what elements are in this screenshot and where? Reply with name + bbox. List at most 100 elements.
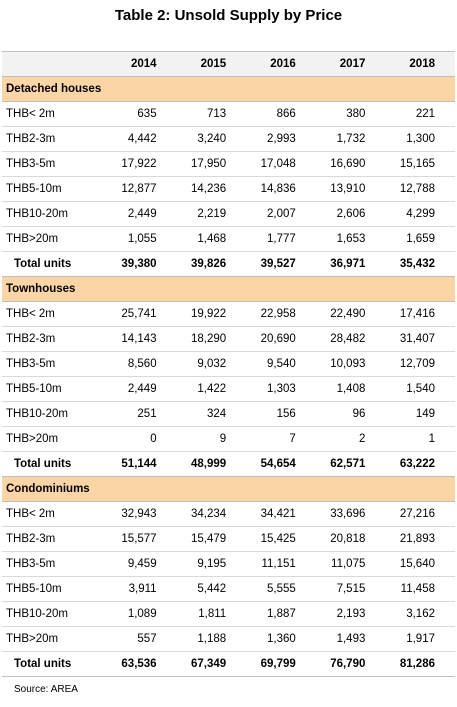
row-label: THB< 2m — [2, 101, 107, 127]
data-row: THB5-10m 2,449 1,422 1,303 1,408 1,540 — [2, 376, 455, 402]
data-row: THB2-3m 15,577 15,479 15,425 20,818 21,893 — [2, 526, 455, 552]
total-cell: 81,286 — [385, 651, 455, 677]
total-cell: 48,999 — [176, 451, 247, 477]
cell: 27,216 — [385, 501, 455, 527]
cell: 713 — [176, 101, 247, 127]
cell: 22,490 — [315, 301, 386, 327]
row-label: THB2-3m — [2, 326, 107, 352]
section-header: Condominiums — [2, 476, 455, 502]
total-label: Total units — [2, 251, 107, 277]
row-label: THB10-20m — [2, 201, 107, 227]
column-header: 2018 — [385, 51, 455, 77]
total-cell: 54,654 — [246, 451, 316, 477]
cell: 11,458 — [385, 576, 455, 602]
cell: 20,818 — [315, 526, 386, 552]
cell: 25,741 — [107, 301, 177, 327]
cell: 1 — [385, 426, 455, 452]
cell: 17,950 — [176, 151, 247, 177]
row-label: THB< 2m — [2, 501, 107, 527]
data-table: 2014 2015 2016 2017 2018 Detached houses THB< … — [2, 51, 455, 677]
row-label: THB3-5m — [2, 351, 107, 377]
data-row: THB>20m 0 9 7 2 1 — [2, 426, 455, 452]
cell: 14,143 — [107, 326, 177, 352]
cell: 12,788 — [385, 176, 455, 202]
cell: 2,606 — [315, 201, 386, 227]
cell: 1,540 — [385, 376, 455, 402]
column-header: 2017 — [315, 51, 386, 77]
cell: 2,449 — [107, 201, 177, 227]
cell: 34,234 — [176, 501, 247, 527]
cell: 34,421 — [246, 501, 316, 527]
header-cell — [2, 51, 107, 77]
total-cell: 69,799 — [246, 651, 316, 677]
total-label: Total units — [2, 451, 107, 477]
section-header: Detached houses — [2, 76, 455, 102]
cell: 380 — [315, 101, 386, 127]
row-label: THB2-3m — [2, 526, 107, 552]
cell: 1,055 — [107, 226, 177, 252]
column-header: 2014 — [107, 51, 177, 77]
cell: 15,165 — [385, 151, 455, 177]
cell: 20,690 — [246, 326, 316, 352]
section-row: Detached houses — [2, 76, 455, 102]
cell: 1,188 — [176, 626, 247, 652]
cell: 3,911 — [107, 576, 177, 602]
cell: 5,555 — [246, 576, 316, 602]
data-row: THB10-20m 1,089 1,811 1,887 2,193 3,162 — [2, 601, 455, 627]
data-row: THB3-5m 8,560 9,032 9,540 10,093 12,709 — [2, 351, 455, 377]
table-title: Table 2: Unsold Supply by Price — [114, 7, 343, 24]
cell: 11,075 — [315, 551, 386, 577]
cell: 7 — [246, 426, 316, 452]
cell: 17,416 — [385, 301, 455, 327]
cell: 32,943 — [107, 501, 177, 527]
cell: 1,777 — [246, 226, 316, 252]
data-row: THB>20m 1,055 1,468 1,777 1,653 1,659 — [2, 226, 455, 252]
cell: 4,299 — [385, 201, 455, 227]
cell: 16,690 — [315, 151, 386, 177]
cell: 7,515 — [315, 576, 386, 602]
cell: 1,303 — [246, 376, 316, 402]
cell: 1,300 — [385, 126, 455, 152]
data-row: THB3-5m 9,459 9,195 11,151 11,075 15,640 — [2, 551, 455, 577]
cell: 1,732 — [315, 126, 386, 152]
cell: 15,479 — [176, 526, 247, 552]
cell: 156 — [246, 401, 316, 427]
cell: 96 — [315, 401, 386, 427]
cell: 9,032 — [176, 351, 247, 377]
section-header: Townhouses — [2, 276, 455, 302]
cell: 13,910 — [315, 176, 386, 202]
row-label: THB3-5m — [2, 151, 107, 177]
cell: 10,093 — [315, 351, 386, 377]
section-row: Condominiums — [2, 476, 455, 502]
data-row: THB10-20m 251 324 156 96 149 — [2, 401, 455, 427]
cell: 2,219 — [176, 201, 247, 227]
row-label: THB10-20m — [2, 601, 107, 627]
cell: 21,893 — [385, 526, 455, 552]
cell: 12,709 — [385, 351, 455, 377]
source-note: Source: AREA — [14, 684, 78, 695]
cell: 149 — [385, 401, 455, 427]
cell: 3,240 — [176, 126, 247, 152]
cell: 866 — [246, 101, 316, 127]
cell: 28,482 — [315, 326, 386, 352]
row-label: THB5-10m — [2, 576, 107, 602]
cell: 1,089 — [107, 601, 177, 627]
cell: 4,442 — [107, 126, 177, 152]
total-cell: 39,527 — [246, 251, 316, 277]
total-cell: 63,536 — [107, 651, 177, 677]
cell: 9,459 — [107, 551, 177, 577]
cell: 17,922 — [107, 151, 177, 177]
cell: 635 — [107, 101, 177, 127]
total-cell: 76,790 — [315, 651, 386, 677]
data-row: THB< 2m 32,943 34,234 34,421 33,696 27,216 — [2, 501, 455, 527]
total-cell: 63,222 — [385, 451, 455, 477]
cell: 15,640 — [385, 551, 455, 577]
data-row: THB< 2m 25,741 19,922 22,958 22,490 17,416 — [2, 301, 455, 327]
cell: 3,162 — [385, 601, 455, 627]
cell: 1,653 — [315, 226, 386, 252]
cell: 0 — [107, 426, 177, 452]
cell: 19,922 — [176, 301, 247, 327]
cell: 1,917 — [385, 626, 455, 652]
total-row: Total units 39,380 39,826 39,527 36,971 35,43… — [2, 251, 455, 277]
cell: 324 — [176, 401, 247, 427]
